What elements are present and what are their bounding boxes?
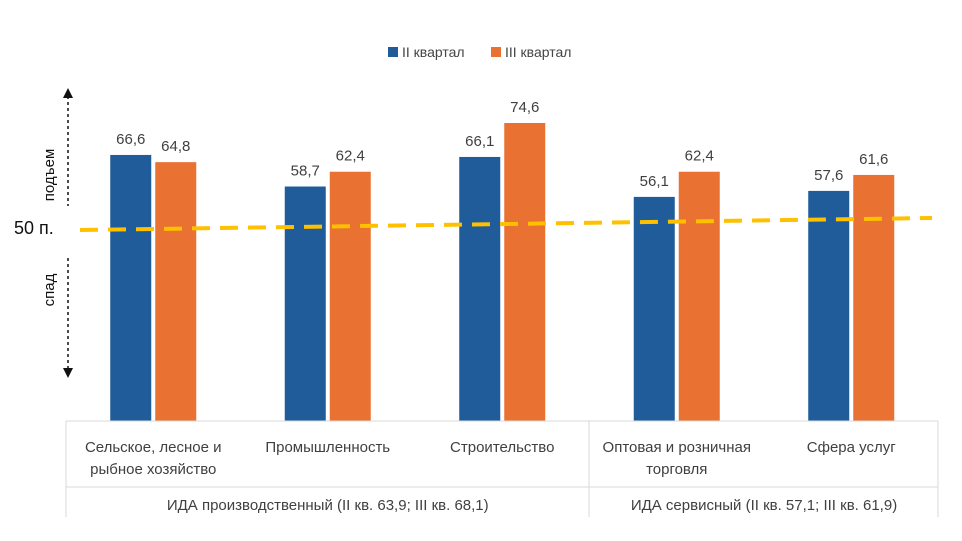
- legend-swatch-iii: [491, 47, 501, 57]
- value-label-ii-4: 57,6: [814, 167, 843, 184]
- group-labels: ИДА производственный (II кв. 63,9; III к…: [167, 497, 897, 514]
- value-label-ii-3: 56,1: [640, 173, 669, 190]
- category-label-0: рыбное хозяйство: [90, 461, 216, 478]
- category-label-2: Строительство: [450, 439, 554, 456]
- threshold-line: [79, 216, 933, 232]
- up-arrow: [63, 88, 73, 206]
- down-arrow: [63, 258, 73, 378]
- bars: [110, 123, 895, 422]
- value-label-ii-1: 58,7: [291, 163, 320, 180]
- category-label-4: Сфера услуг: [807, 439, 896, 456]
- bar-iii-3: [678, 171, 720, 421]
- bar-iii-1: [329, 171, 371, 421]
- value-label-iii-0: 64,8: [161, 138, 190, 155]
- group-label-1: ИДА сервисный (II кв. 57,1; III кв. 61,9…: [631, 497, 897, 514]
- axis-annotation-down: спад: [41, 273, 58, 306]
- legend-label-ii: II квартал: [402, 44, 465, 60]
- category-label-0: Сельское, лесное и: [85, 439, 222, 456]
- category-labels: Сельское, лесное и рыбное хозяйство Промыш…: [85, 439, 896, 478]
- value-label-iii-2: 74,6: [510, 99, 539, 116]
- bar-iii-2: [504, 123, 546, 421]
- bar-ii-0: [110, 154, 152, 422]
- category-axis: [65, 420, 939, 517]
- bar-iii-0: [155, 162, 197, 421]
- value-label-iii-3: 62,4: [685, 148, 714, 165]
- axis-annotation-up: подъем: [41, 149, 58, 202]
- category-label-1: Промышленность: [265, 439, 390, 456]
- legend-label-iii: III квартал: [505, 44, 571, 60]
- bar-ii-1: [284, 186, 326, 421]
- group-label-0: ИДА производственный (II кв. 63,9; III к…: [167, 497, 489, 514]
- legend-swatch-ii: [388, 47, 398, 57]
- value-labels: 66,6 64,8 58,7 62,4 66,1 74,6 56,1 62,4 57,6 61,6: [116, 99, 888, 190]
- value-label-iii-1: 62,4: [336, 148, 365, 165]
- legend: II квартал III квартал: [388, 44, 571, 60]
- bar-ii-2: [459, 156, 501, 422]
- threshold-label: 50 п.: [14, 218, 54, 238]
- category-label-3: Оптовая и розничная: [603, 439, 751, 456]
- value-label-iii-4: 61,6: [859, 151, 888, 168]
- category-label-3: торговля: [646, 461, 707, 478]
- bar-ii-4: [808, 190, 850, 421]
- bar-ii-3: [633, 196, 675, 421]
- bar-iii-4: [853, 174, 895, 421]
- value-label-ii-0: 66,6: [116, 131, 145, 148]
- value-label-ii-2: 66,1: [465, 133, 494, 150]
